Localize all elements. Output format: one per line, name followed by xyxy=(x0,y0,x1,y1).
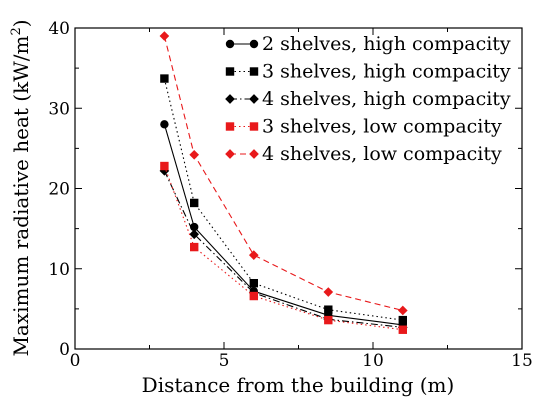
data-point xyxy=(189,229,200,240)
data-point xyxy=(189,149,200,160)
series-line xyxy=(163,170,403,328)
data-point xyxy=(323,287,334,297)
legend-marker xyxy=(249,149,259,159)
data-point xyxy=(249,291,258,301)
legend-marker xyxy=(249,122,259,131)
x-tick-label: 10 xyxy=(362,351,384,371)
legend-label: 4 shelves, high compacity xyxy=(262,88,511,110)
legend-item: 3 shelves, low compacity xyxy=(225,116,502,138)
legend-marker xyxy=(249,67,259,76)
legend-label: 3 shelves, low compacity xyxy=(262,116,502,138)
data-point xyxy=(160,74,169,83)
data-point xyxy=(160,161,169,171)
legend-item: 3 shelves, high compacity xyxy=(225,61,511,83)
y-tick-label: 0 xyxy=(59,340,70,360)
series-line xyxy=(163,165,403,331)
series-2 xyxy=(160,74,407,325)
x-tick-label: 0 xyxy=(70,351,81,371)
legend-marker xyxy=(225,122,235,131)
svg-text:Maximum radiative heat (kW/m2): Maximum radiative heat (kW/m2) xyxy=(9,19,33,356)
data-point xyxy=(159,166,170,176)
legend: 2 shelves, high compacity 3 shelves, high… xyxy=(225,33,511,165)
legend-marker xyxy=(249,39,259,49)
data-point xyxy=(398,325,407,334)
legend-marker xyxy=(225,94,235,104)
data-point xyxy=(190,198,199,208)
x-tick-label: 15 xyxy=(511,351,533,371)
data-point xyxy=(324,315,333,325)
y-tick-label: 30 xyxy=(48,99,70,119)
y-tick-label: 10 xyxy=(48,260,70,280)
y-axis-title-sup: 2 xyxy=(9,27,24,35)
legend-marker xyxy=(225,149,235,159)
series-5 xyxy=(159,31,408,316)
legend-item: 2 shelves, high compacity xyxy=(225,33,511,55)
series-4 xyxy=(160,161,407,334)
data-point xyxy=(249,278,258,288)
legend-marker xyxy=(249,94,259,104)
series-layer xyxy=(159,31,408,334)
y-axis-title: Maximum radiative heat (kW/m2) xyxy=(9,19,33,356)
y-axis-title-close: ) xyxy=(9,19,33,27)
axis-ticks: 0 5 10 15 0 10 20 30 40 xyxy=(48,19,532,371)
legend-label: 2 shelves, high compacity xyxy=(262,33,511,55)
data-point xyxy=(324,305,333,314)
x-tick-label: 5 xyxy=(219,351,230,371)
legend-item: 4 shelves, high compacity xyxy=(225,88,511,110)
data-point xyxy=(160,120,169,129)
legend-marker xyxy=(225,39,235,49)
y-axis-title-main: Maximum radiative heat (kW/m xyxy=(9,36,33,357)
legend-label: 4 shelves, low compacity xyxy=(262,143,502,165)
legend-marker xyxy=(225,67,235,76)
y-tick-label: 40 xyxy=(48,19,70,39)
x-axis-title: Distance from the building (m) xyxy=(142,373,455,397)
data-point xyxy=(397,305,408,316)
legend-label: 3 shelves, high compacity xyxy=(262,61,511,83)
data-point xyxy=(248,250,259,260)
data-point xyxy=(398,315,407,325)
data-point xyxy=(159,31,170,41)
series-line xyxy=(163,35,403,312)
legend-item: 4 shelves, low compacity xyxy=(225,143,502,165)
y-tick-label: 20 xyxy=(48,180,70,200)
data-point xyxy=(190,242,199,252)
